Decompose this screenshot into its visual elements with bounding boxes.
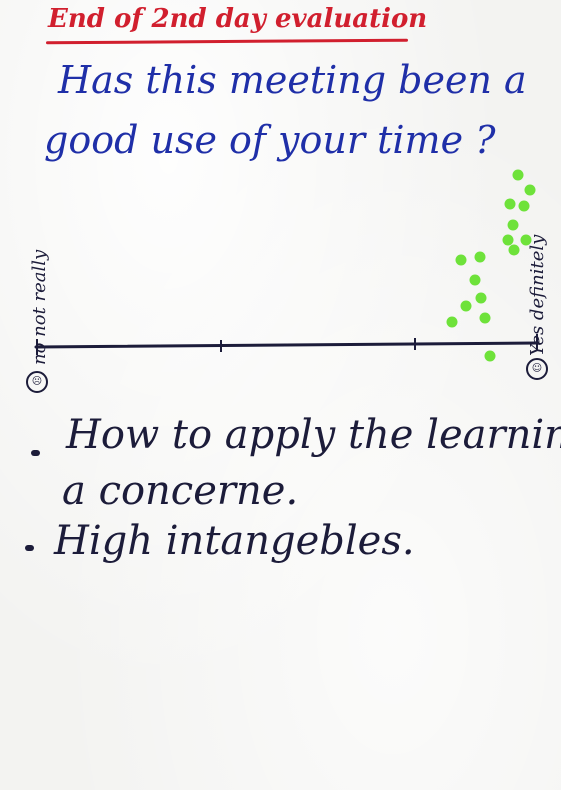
vote-dots	[446, 169, 536, 362]
vote-dot	[469, 274, 481, 286]
vote-dot	[479, 312, 491, 324]
vote-dot	[475, 292, 487, 304]
question-line-1: Has this meeting been a	[58, 58, 527, 102]
vote-dot	[504, 198, 516, 210]
vote-dot	[512, 169, 524, 181]
bullet-1	[31, 450, 40, 456]
vote-dot	[455, 254, 467, 266]
note-line-1: How to apply the learning is still	[66, 412, 561, 458]
note-line-2: a concerne.	[62, 468, 299, 514]
vote-dot	[446, 316, 458, 328]
scale-axis-line	[34, 341, 540, 349]
sad-face-icon: ☹	[26, 371, 48, 393]
vote-dot	[518, 200, 530, 212]
page-title: End of 2nd day evaluation	[48, 4, 428, 34]
question-line-2: good use of your time ?	[44, 118, 496, 162]
bullet-2	[25, 545, 34, 551]
happy-face-icon: ☺	[526, 358, 548, 380]
vote-dot	[484, 350, 496, 362]
vote-dot	[474, 251, 486, 263]
vote-dot	[508, 244, 520, 256]
vote-dot	[507, 219, 519, 231]
vote-dot	[502, 234, 514, 246]
note-line-3: High intangebles.	[54, 518, 415, 564]
vote-dot	[460, 300, 472, 312]
vote-dot	[524, 184, 536, 196]
vote-dot	[520, 234, 532, 246]
